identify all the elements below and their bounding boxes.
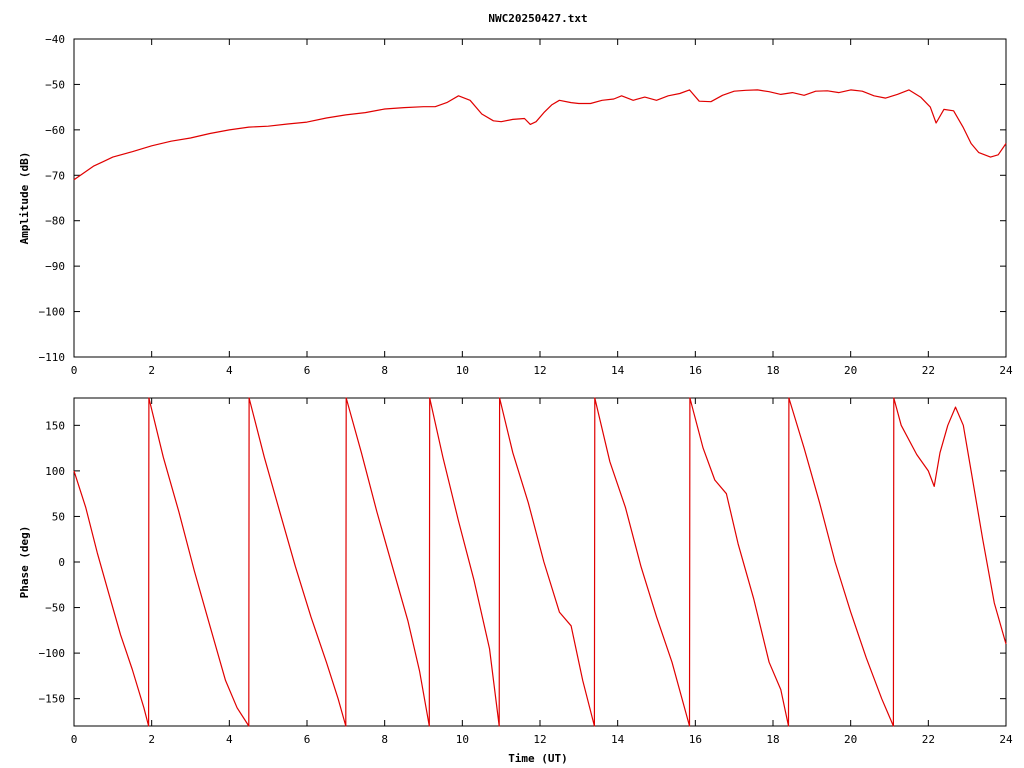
phase-series-line [73,397,1007,727]
amplitude-x-tick-label: 14 [611,364,625,377]
amplitude-y-tick-label: −110 [39,351,66,364]
amplitude-y-tick-label: −70 [45,169,65,182]
amplitude-x-tick-label: 2 [148,364,155,377]
phase-x-tick-label: 12 [533,733,546,746]
phase-x-tick-label: 10 [456,733,469,746]
amplitude-x-tick-label: 10 [456,364,469,377]
amplitude-y-tick-label: −100 [39,306,66,319]
phase-x-tick-label: 14 [611,733,625,746]
amplitude-x-tick-label: 24 [999,364,1013,377]
amplitude-x-tick-label: 4 [226,364,233,377]
phase-y-tick-label: −150 [39,693,66,706]
phase-x-tick-label: 16 [689,733,702,746]
phase-y-tick-label: −50 [45,602,65,615]
phase-y-tick-label: 100 [45,465,65,478]
amplitude-y-tick-label: −50 [45,78,65,91]
amplitude-x-tick-label: 16 [689,364,702,377]
phase-x-tick-label: 20 [844,733,857,746]
amplitude-y-tick-label: −60 [45,124,65,137]
amplitude-x-tick-label: 20 [844,364,857,377]
phase-x-tick-label: 0 [71,733,78,746]
amplitude-series-line [73,89,1007,181]
amplitude-x-tick-label: 6 [304,364,311,377]
phase-y-tick-label: 150 [45,419,65,432]
x-axis-label: Time (UT) [508,752,568,765]
phase-plot-frame [73,397,1007,727]
amplitude-x-tick-label: 22 [922,364,935,377]
phase-x-tick-label: 4 [226,733,233,746]
phase-y-tick-label: 50 [52,510,65,523]
phase-x-tick-label: 6 [304,733,311,746]
phase-y-tick-label: −100 [39,647,66,660]
phase-x-tick-label: 22 [922,733,935,746]
amplitude-plot-frame [73,38,1007,358]
phase-x-tick-label: 24 [999,733,1013,746]
amplitude-panel: 0 2 4 6 8 10 12 14 16 18 20 22 24−40−50−60−70−80−90−… [18,33,1013,377]
amplitude-y-tick-label: −80 [45,215,65,228]
phase-x-tick-label: 8 [381,733,388,746]
amplitude-y-tick-label: −40 [45,33,65,46]
amplitude-y-axis-label: Amplitude (dB) [18,152,31,245]
phase-y-tick-label: 0 [58,556,65,569]
phase-y-axis-label: Phase (deg) [18,526,31,599]
phase-x-tick-label: 2 [148,733,155,746]
amplitude-x-tick-label: 0 [71,364,78,377]
chart-title: NWC20250427.txt [488,12,587,25]
amplitude-x-tick-label: 8 [381,364,388,377]
phase-panel: 0 2 4 6 8 10 12 14 16 18 20 22 24150100500−50−100−15… [18,397,1013,765]
phase-x-tick-label: 18 [766,733,779,746]
amplitude-x-tick-label: 18 [766,364,779,377]
amplitude-x-tick-label: 12 [533,364,546,377]
amplitude-y-tick-label: −90 [45,260,65,273]
